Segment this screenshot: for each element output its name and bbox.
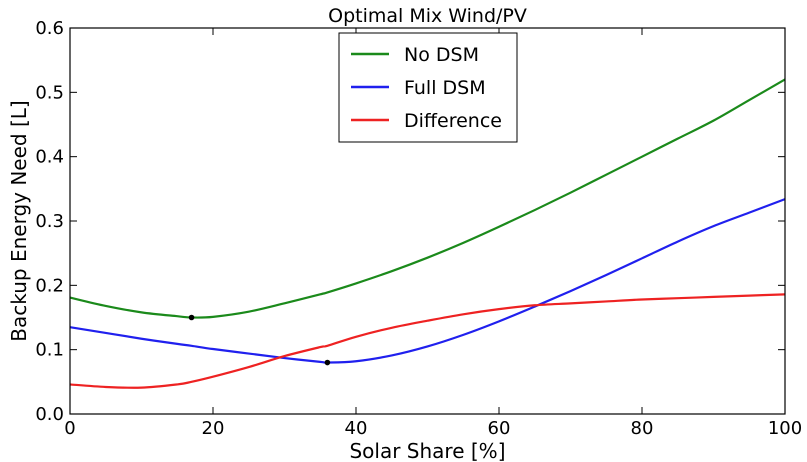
series-lines [69, 78, 786, 389]
x-axis: 0 20 40 60 80 100 [64, 28, 802, 439]
y-tick-label: 0.4 [35, 147, 64, 168]
series-line-full-dsm [69, 198, 786, 364]
minimum-marker [188, 314, 195, 321]
y-tick-label: 0.2 [35, 275, 64, 296]
series-line-no-dsm [69, 78, 786, 319]
x-tick-label: 100 [768, 418, 802, 439]
y-tick-label: 0.6 [35, 18, 64, 39]
y-axis-title: Backup Energy Need [L] [7, 100, 31, 341]
y-tick-label: 0.0 [35, 404, 64, 425]
series-line-difference [69, 293, 786, 389]
x-tick-label: 20 [202, 418, 225, 439]
x-tick-label: 60 [488, 418, 511, 439]
x-tick-label: 40 [345, 418, 368, 439]
x-tick-label: 80 [631, 418, 654, 439]
y-axis: 0.0 0.1 0.2 0.3 0.4 0.5 0.6 [35, 18, 785, 425]
minimum-marker [324, 359, 331, 366]
y-tick-label: 0.1 [35, 340, 64, 361]
minimum-markers [188, 314, 331, 366]
legend-label-no-dsm: No DSM [404, 44, 479, 66]
chart-title: Optimal Mix Wind/PV [328, 5, 527, 27]
legend-label-difference: Difference [404, 110, 502, 132]
x-axis-title: Solar Share [%] [349, 439, 505, 462]
x-tick-label: 0 [64, 418, 75, 439]
y-tick-label: 0.3 [35, 211, 64, 232]
y-tick-label: 0.5 [35, 82, 64, 103]
legend: No DSM Full DSM Difference [338, 32, 518, 143]
legend-label-full-dsm: Full DSM [404, 77, 486, 99]
